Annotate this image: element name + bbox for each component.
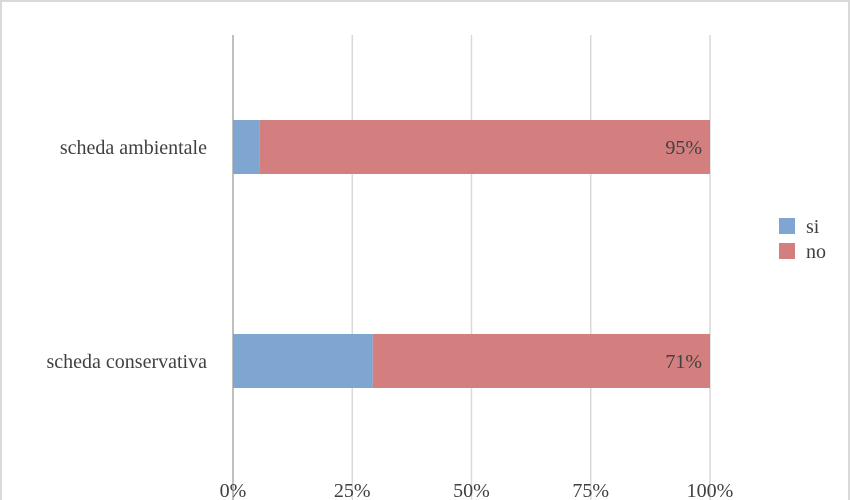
x-tick-label: 100% <box>687 480 734 500</box>
x-tick-label: 50% <box>453 480 490 500</box>
category-label: scheda conservativa <box>47 351 208 373</box>
bar-no <box>259 120 710 174</box>
data-label: 71% <box>665 351 702 373</box>
data-label: 95% <box>665 137 702 159</box>
legend-label: no <box>806 241 826 263</box>
legend-label: si <box>806 216 820 238</box>
x-tick-label: 0% <box>220 480 247 500</box>
legend-swatch-si <box>779 218 795 234</box>
bar-si <box>233 334 373 388</box>
legend-swatch-no <box>779 243 795 259</box>
x-tick-label: 25% <box>334 480 371 500</box>
category-label: scheda ambientale <box>60 137 207 159</box>
bar-si <box>233 120 260 174</box>
x-tick-label: 75% <box>572 480 609 500</box>
bar-no <box>372 334 710 388</box>
